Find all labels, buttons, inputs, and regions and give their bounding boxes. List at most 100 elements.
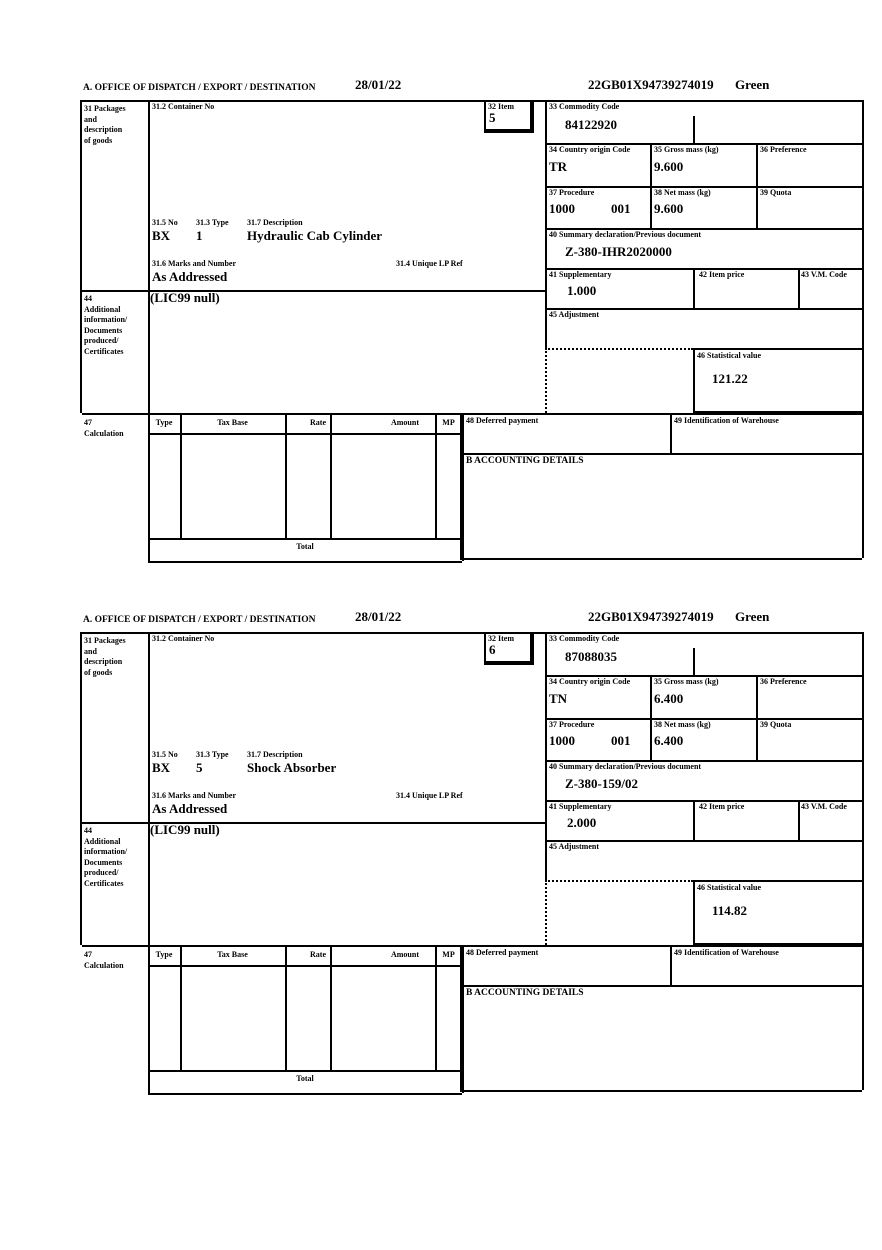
tax-rate-header: Rate [310, 950, 326, 959]
grid-line-h [545, 186, 862, 188]
grid-line-v [285, 945, 287, 1070]
grid-line-h [545, 268, 862, 270]
grid-line-v [80, 100, 82, 413]
total-label: Total [296, 542, 314, 551]
grid-line-h [148, 561, 462, 563]
grid-line-v [670, 413, 672, 453]
grid-line-v [756, 143, 758, 228]
box35-gross-mass-label: 35 Gross mass (kg) [654, 677, 719, 686]
box34-origin-label: 34 Country origin Code [549, 677, 631, 686]
tax-amount-header: Amount [390, 418, 419, 427]
goods-description-value: Hydraulic Cab Cylinder [247, 228, 383, 243]
grid-line-v [862, 100, 864, 558]
box44-additional-label: 44 Additional information/ Documents pro… [84, 826, 128, 888]
procedure-code-value: 1000 [549, 201, 575, 216]
box37-procedure-label: 37 Procedure [549, 188, 595, 197]
grid-line-h [545, 308, 862, 310]
grid-line-h [693, 880, 862, 882]
grid-line-h [80, 290, 545, 292]
grid-line-h [148, 965, 462, 967]
grid-line-v [798, 268, 800, 308]
box33-commodity-label: 33 Commodity Code [549, 102, 620, 111]
grid-line-h [80, 100, 862, 102]
box41-supplementary-label: 41 Supplementary [549, 270, 612, 279]
box42-item-price-label: 42 Item price [699, 270, 745, 279]
box31-2-container-label: 31.2 Container No [152, 102, 215, 111]
previous-document-value: Z-380-159/02 [565, 776, 638, 791]
grid-line-h [693, 411, 862, 413]
additional-info-value: (LIC99 null) [150, 290, 220, 305]
goods-description-value: Shock Absorber [247, 760, 337, 775]
box31-4-lp-ref-label: 31.4 Unique LP Ref [396, 791, 463, 800]
grid-line-v [693, 268, 695, 308]
box32-item-label: 32 Item [488, 102, 514, 111]
package-type-value: 1 [196, 228, 203, 243]
grid-line-h [82, 945, 862, 947]
grid-line-v [693, 348, 695, 411]
country-origin-value: TN [549, 691, 568, 706]
statistical-value: 114.82 [712, 903, 748, 918]
grid-line-h [460, 985, 862, 987]
grid-line-v [545, 632, 547, 880]
box38-net-mass-label: 38 Net mass (kg) [654, 188, 711, 197]
grid-line-h [545, 800, 862, 802]
grid-line-v [650, 143, 652, 228]
commodity-code-divider [693, 116, 695, 143]
box45-adjustment-label: 45 Adjustment [549, 310, 600, 319]
box46-statistical-label: 46 Statistical value [697, 351, 761, 360]
box42-item-price-label: 42 Item price [699, 802, 745, 811]
box36-preference-label: 36 Preference [760, 677, 807, 686]
grid-line-v [862, 632, 864, 1090]
box39-quota-label: 39 Quota [760, 188, 792, 197]
box37-procedure-label: 37 Procedure [549, 720, 595, 729]
grid-line-v [462, 413, 464, 561]
box31-5-no-label: 31.5 No [152, 750, 178, 759]
box31-7-description-label: 31.7 Description [247, 750, 303, 759]
box31-5-no-label: 31.5 No [152, 218, 178, 227]
box48-deferred-label: 48 Deferred payment [466, 948, 539, 957]
office-of-dispatch-label: A. OFFICE OF DISPATCH / EXPORT / DESTINA… [83, 83, 316, 93]
gross-mass-value: 9.600 [654, 159, 684, 174]
statistical-value: 121.22 [712, 371, 748, 386]
item-section-2: A. OFFICE OF DISPATCH / EXPORT / DESTINA… [0, 609, 882, 1114]
net-mass-value: 9.600 [654, 201, 684, 216]
grid-line-h [545, 718, 862, 720]
declaration-reference: 22GB01X94739274019 [588, 609, 714, 624]
supplementary-value: 2.000 [567, 815, 597, 830]
box31-4-lp-ref-label: 31.4 Unique LP Ref [396, 259, 463, 268]
box31-2-container-label: 31.2 Container No [152, 634, 215, 643]
declaration-reference: 22GB01X94739274019 [588, 77, 714, 92]
country-origin-value: TR [549, 159, 568, 174]
grid-line-h [82, 413, 862, 415]
package-no-value: BX [152, 760, 171, 775]
box47-calculation-label: 47 Calculation [84, 950, 124, 970]
declaration-date: 28/01/22 [355, 77, 402, 92]
tax-mp-header: MP [442, 418, 455, 427]
box31-packages-label: 31 Packages and description of goods [84, 636, 126, 677]
dotted-line-v [545, 880, 547, 945]
grid-line-h [148, 1093, 462, 1095]
box31-packages-label: 31 Packages and description of goods [84, 104, 126, 145]
procedure-code-value: 1000 [549, 733, 575, 748]
procedure-code2-value: 001 [611, 733, 631, 748]
grid-line-v [435, 413, 437, 538]
grid-line-v [80, 632, 82, 945]
tax-amount-header: Amount [390, 950, 419, 959]
tax-type-header: Type [155, 418, 173, 427]
gross-mass-value: 6.400 [654, 691, 684, 706]
office-of-dispatch-label: A. OFFICE OF DISPATCH / EXPORT / DESTINA… [83, 615, 316, 625]
supplementary-value: 1.000 [567, 283, 597, 298]
grid-line-v [462, 945, 464, 1093]
additional-info-value: (LIC99 null) [150, 822, 220, 837]
box35-gross-mass-label: 35 Gross mass (kg) [654, 145, 719, 154]
box43-vm-code-label: 43 V.M. Code [801, 802, 847, 811]
previous-document-value: Z-380-IHR2020000 [565, 244, 672, 259]
box36-preference-label: 36 Preference [760, 145, 807, 154]
grid-line-h [545, 143, 862, 145]
box32-item-label: 32 Item [488, 634, 514, 643]
grid-line-v [180, 413, 182, 538]
declaration-date: 28/01/22 [355, 609, 402, 624]
box31-6-marks-label: 31.6 Marks and Number [152, 791, 237, 800]
box43-vm-code-label: 43 V.M. Code [801, 270, 847, 279]
routing-status: Green [735, 609, 770, 624]
